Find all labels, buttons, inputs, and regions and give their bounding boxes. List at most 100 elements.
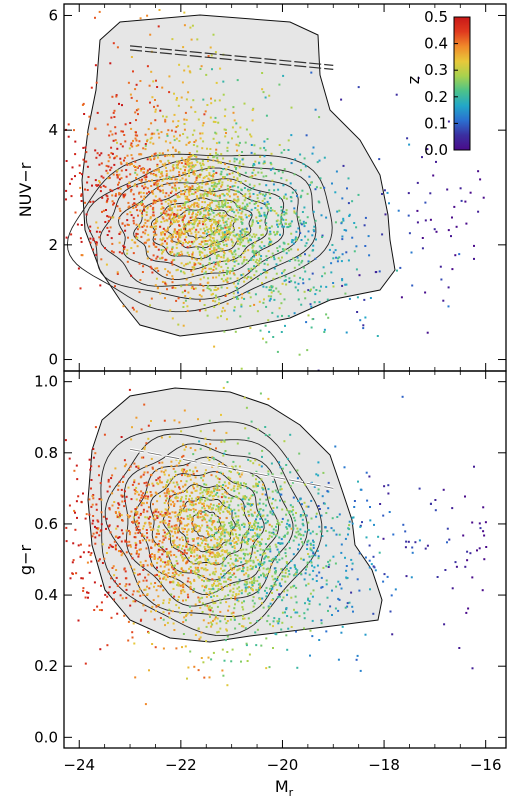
data-point: [125, 529, 128, 532]
data-point: [212, 194, 215, 196]
data-point: [244, 180, 247, 182]
data-point: [147, 483, 150, 486]
data-point: [242, 522, 245, 525]
data-point: [223, 233, 226, 236]
data-point: [210, 230, 213, 233]
data-point: [138, 153, 141, 156]
data-point: [192, 144, 195, 146]
data-point: [122, 130, 124, 133]
data-point: [75, 572, 78, 575]
data-point: [334, 249, 337, 252]
data-point: [134, 169, 137, 172]
data-point: [175, 572, 178, 575]
data-point: [221, 202, 224, 205]
data-point: [348, 528, 351, 531]
data-point: [166, 134, 169, 137]
data-point: [182, 454, 185, 457]
data-point: [178, 509, 181, 512]
data-point: [198, 440, 201, 443]
data-point: [137, 516, 140, 519]
data-point: [293, 516, 296, 519]
data-point: [242, 245, 245, 247]
data-point: [102, 515, 105, 518]
data-point: [152, 192, 155, 195]
data-point: [155, 609, 157, 612]
data-point: [234, 330, 237, 333]
data-point: [218, 205, 221, 208]
data-point: [163, 471, 165, 474]
data-point: [160, 160, 162, 163]
data-point: [220, 585, 223, 588]
data-point: [194, 527, 197, 530]
data-point: [176, 212, 179, 215]
data-point: [189, 494, 191, 497]
data-point: [151, 208, 154, 211]
data-point: [184, 197, 187, 200]
data-point: [322, 566, 325, 569]
data-point: [107, 177, 110, 180]
data-point: [204, 209, 207, 212]
data-point: [261, 199, 264, 202]
data-point: [237, 282, 240, 285]
data-point: [171, 281, 174, 284]
data-point: [153, 230, 156, 233]
data-point: [214, 493, 217, 496]
data-point: [219, 247, 222, 250]
data-point: [133, 479, 136, 482]
data-point: [281, 578, 283, 581]
data-point: [243, 245, 246, 248]
data-point: [219, 627, 222, 630]
data-point: [265, 595, 268, 598]
data-point: [268, 559, 271, 562]
data-point: [135, 235, 137, 238]
data-point: [210, 520, 213, 523]
data-point: [178, 160, 181, 163]
data-point: [270, 462, 273, 465]
data-point: [248, 292, 251, 294]
data-point: [214, 602, 217, 604]
data-point: [112, 139, 115, 142]
data-point: [211, 507, 214, 510]
data-point: [185, 471, 188, 473]
data-point: [252, 539, 254, 542]
data-point: [204, 472, 206, 475]
data-point: [243, 276, 246, 279]
data-point: [340, 222, 343, 225]
data-point: [268, 227, 271, 229]
data-point: [188, 469, 191, 472]
data-point: [122, 196, 125, 199]
data-point: [260, 207, 263, 210]
data-point: [164, 624, 166, 627]
data-point: [178, 606, 180, 609]
data-point: [304, 530, 307, 533]
data-point: [368, 566, 371, 569]
data-point: [169, 481, 172, 484]
data-point: [155, 217, 158, 220]
data-point: [96, 519, 99, 522]
data-point: [312, 551, 315, 554]
data-point: [75, 500, 78, 503]
data-point: [156, 184, 159, 187]
data-point: [190, 169, 193, 172]
data-point: [251, 529, 254, 531]
data-point: [201, 539, 204, 542]
data-point: [240, 625, 243, 628]
data-point: [221, 181, 224, 184]
data-point: [260, 219, 263, 222]
data-point: [210, 181, 213, 184]
data-point: [242, 252, 245, 254]
data-point: [275, 287, 278, 290]
data-point: [242, 570, 245, 573]
data-point: [201, 270, 204, 273]
data-point: [84, 160, 87, 163]
data-point: [220, 153, 223, 156]
data-point: [173, 492, 176, 494]
data-point: [208, 607, 211, 610]
data-point: [164, 140, 167, 143]
data-point: [330, 527, 333, 530]
data-point: [142, 492, 145, 495]
data-point: [257, 200, 260, 203]
data-point: [252, 107, 255, 110]
data-point: [143, 209, 146, 212]
data-point: [285, 508, 288, 511]
